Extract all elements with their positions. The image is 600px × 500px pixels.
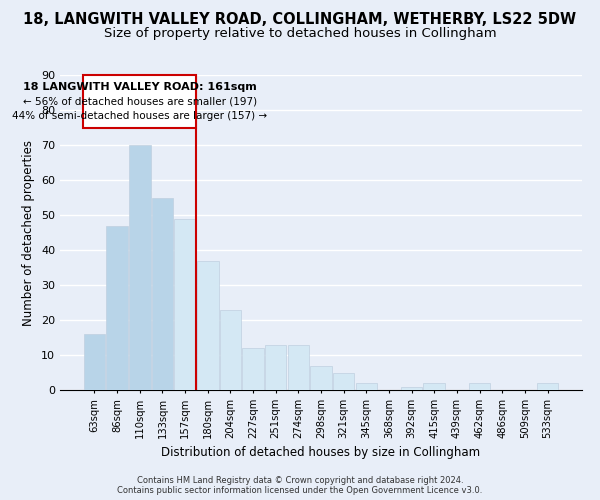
Bar bbox=[469, 383, 490, 390]
Text: Size of property relative to detached houses in Collingham: Size of property relative to detached ho… bbox=[104, 28, 496, 40]
Bar bbox=[537, 383, 558, 390]
Text: Contains HM Land Registry data © Crown copyright and database right 2024.: Contains HM Land Registry data © Crown c… bbox=[137, 476, 463, 485]
Bar bbox=[84, 334, 105, 390]
X-axis label: Distribution of detached houses by size in Collingham: Distribution of detached houses by size … bbox=[161, 446, 481, 460]
Bar bbox=[287, 344, 309, 390]
Bar bbox=[401, 386, 422, 390]
Text: 44% of semi-detached houses are larger (157) →: 44% of semi-detached houses are larger (… bbox=[12, 111, 268, 121]
Bar bbox=[129, 145, 151, 390]
Bar bbox=[356, 383, 377, 390]
Bar bbox=[265, 344, 286, 390]
Text: Contains public sector information licensed under the Open Government Licence v3: Contains public sector information licen… bbox=[118, 486, 482, 495]
Bar bbox=[106, 226, 128, 390]
Y-axis label: Number of detached properties: Number of detached properties bbox=[22, 140, 35, 326]
Bar bbox=[197, 260, 218, 390]
Bar bbox=[310, 366, 332, 390]
Bar bbox=[83, 75, 196, 128]
Bar bbox=[152, 198, 173, 390]
Text: 18, LANGWITH VALLEY ROAD, COLLINGHAM, WETHERBY, LS22 5DW: 18, LANGWITH VALLEY ROAD, COLLINGHAM, WE… bbox=[23, 12, 577, 28]
Bar bbox=[242, 348, 264, 390]
Bar bbox=[220, 310, 241, 390]
Bar bbox=[424, 383, 445, 390]
Bar bbox=[175, 218, 196, 390]
Text: 18 LANGWITH VALLEY ROAD: 161sqm: 18 LANGWITH VALLEY ROAD: 161sqm bbox=[23, 82, 257, 92]
Bar bbox=[333, 372, 355, 390]
Text: ← 56% of detached houses are smaller (197): ← 56% of detached houses are smaller (19… bbox=[23, 96, 257, 106]
